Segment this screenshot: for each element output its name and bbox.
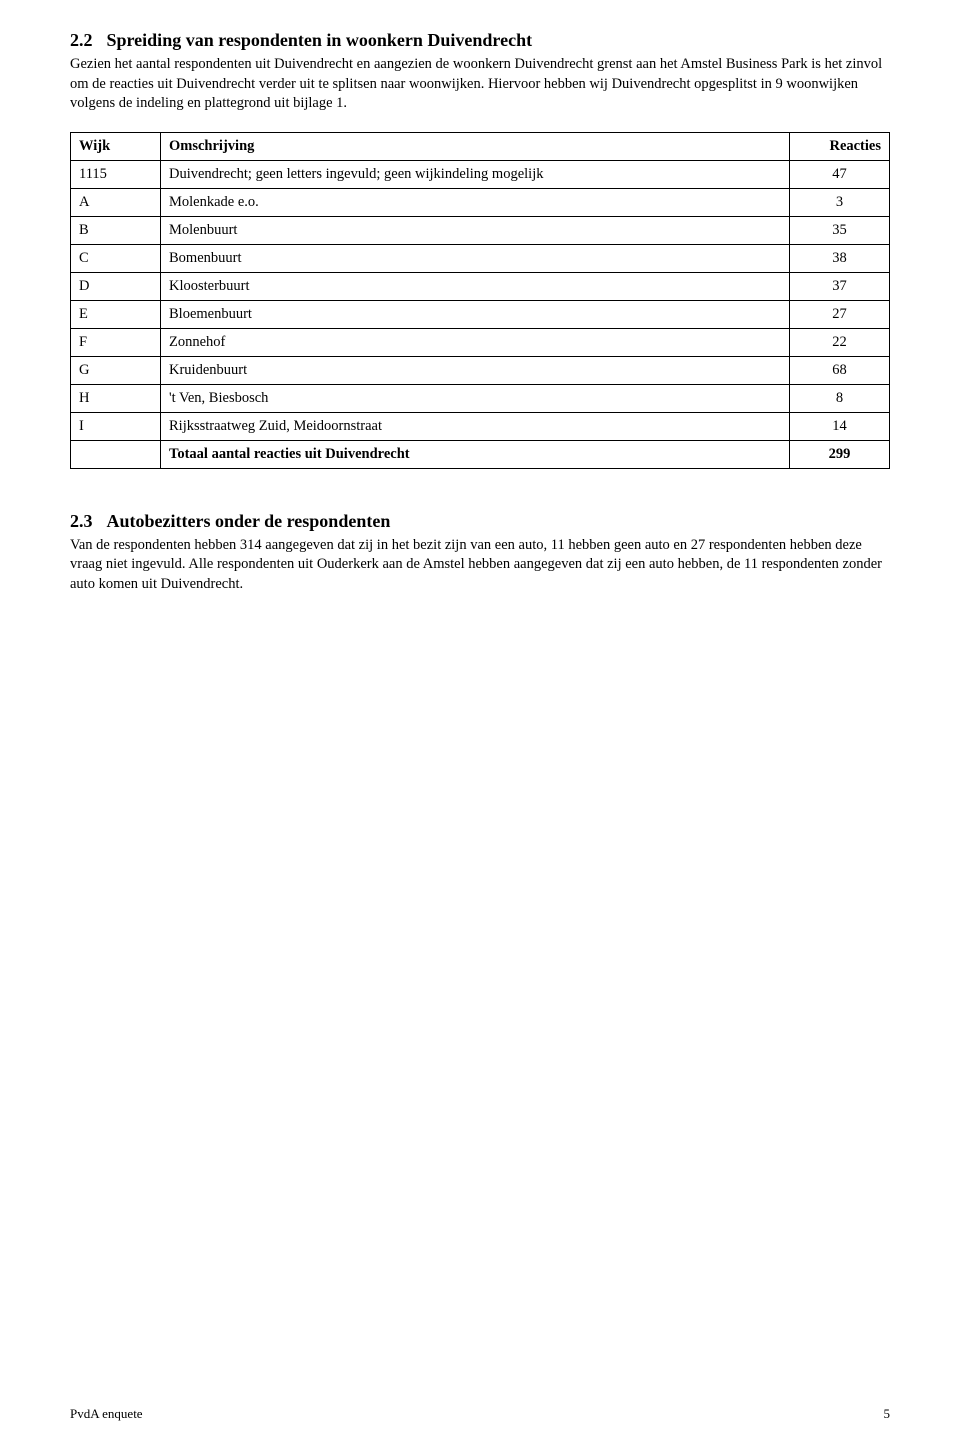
footer-page-number: 5: [884, 1406, 891, 1422]
table-row: GKruidenbuurt68: [71, 356, 890, 384]
cell-reacties: 47: [790, 160, 890, 188]
table-row: H't Ven, Biesbosch8: [71, 384, 890, 412]
table-row: 1115Duivendrecht; geen letters ingevuld;…: [71, 160, 890, 188]
cell-omschrijving: Molenkade e.o.: [161, 188, 790, 216]
cell-omschrijving: Rijksstraatweg Zuid, Meidoornstraat: [161, 412, 790, 440]
section-2-3-number: 2.3: [70, 511, 93, 532]
section-2-3-paragraph: Van de respondenten hebben 314 aangegeve…: [70, 536, 890, 595]
cell-omschrijving: Kruidenbuurt: [161, 356, 790, 384]
cell-omschrijving: Bomenbuurt: [161, 244, 790, 272]
cell-wijk: I: [71, 412, 161, 440]
cell-wijk: H: [71, 384, 161, 412]
cell-reacties: 27: [790, 300, 890, 328]
cell-omschrijving: Bloemenbuurt: [161, 300, 790, 328]
table-row: BMolenbuurt35: [71, 216, 890, 244]
cell-reacties: 68: [790, 356, 890, 384]
header-reacties: Reacties: [790, 132, 890, 160]
cell-omschrijving: Molenbuurt: [161, 216, 790, 244]
cell-wijk: B: [71, 216, 161, 244]
cell-reacties: 38: [790, 244, 890, 272]
cell-wijk: G: [71, 356, 161, 384]
table-total-row: Totaal aantal reacties uit Duivendrecht2…: [71, 440, 890, 468]
table-row: AMolenkade e.o.3: [71, 188, 890, 216]
header-wijk: Wijk: [71, 132, 161, 160]
table-row: EBloemenbuurt27: [71, 300, 890, 328]
cell-reacties: 35: [790, 216, 890, 244]
section-2-2-heading: 2.2 Spreiding van respondenten in woonker…: [70, 30, 890, 51]
cell-reacties: 22: [790, 328, 890, 356]
section-2-2-paragraph: Gezien het aantal respondenten uit Duive…: [70, 55, 890, 114]
cell-wijk: D: [71, 272, 161, 300]
table-row: FZonnehof22: [71, 328, 890, 356]
cell-omschrijving: Zonnehof: [161, 328, 790, 356]
cell-wijk: 1115: [71, 160, 161, 188]
cell-wijk: C: [71, 244, 161, 272]
footer-left: PvdA enquete: [70, 1406, 143, 1422]
wijk-table: Wijk Omschrijving Reacties 1115Duivendre…: [70, 132, 890, 469]
section-2-3-heading: 2.3 Autobezitters onder de respondenten: [70, 511, 890, 532]
cell-wijk: F: [71, 328, 161, 356]
table-row: CBomenbuurt38: [71, 244, 890, 272]
section-2-3-title: Autobezitters onder de respondenten: [107, 511, 391, 531]
table-header-row: Wijk Omschrijving Reacties: [71, 132, 890, 160]
cell-omschrijving: 't Ven, Biesbosch: [161, 384, 790, 412]
cell-reacties: 37: [790, 272, 890, 300]
cell-wijk: E: [71, 300, 161, 328]
cell-wijk: A: [71, 188, 161, 216]
table-row: IRijksstraatweg Zuid, Meidoornstraat14: [71, 412, 890, 440]
cell-wijk: [71, 440, 161, 468]
section-2-2-title: Spreiding van respondenten in woonkern D…: [107, 30, 533, 50]
cell-total-reacties: 299: [790, 440, 890, 468]
cell-omschrijving: Duivendrecht; geen letters ingevuld; gee…: [161, 160, 790, 188]
cell-omschrijving: Kloosterbuurt: [161, 272, 790, 300]
table-row: DKloosterbuurt37: [71, 272, 890, 300]
page-footer: PvdA enquete 5: [70, 1406, 890, 1422]
cell-reacties: 8: [790, 384, 890, 412]
section-2-2-number: 2.2: [70, 30, 93, 51]
cell-reacties: 3: [790, 188, 890, 216]
cell-reacties: 14: [790, 412, 890, 440]
cell-total-label: Totaal aantal reacties uit Duivendrecht: [161, 440, 790, 468]
header-omschrijving: Omschrijving: [161, 132, 790, 160]
